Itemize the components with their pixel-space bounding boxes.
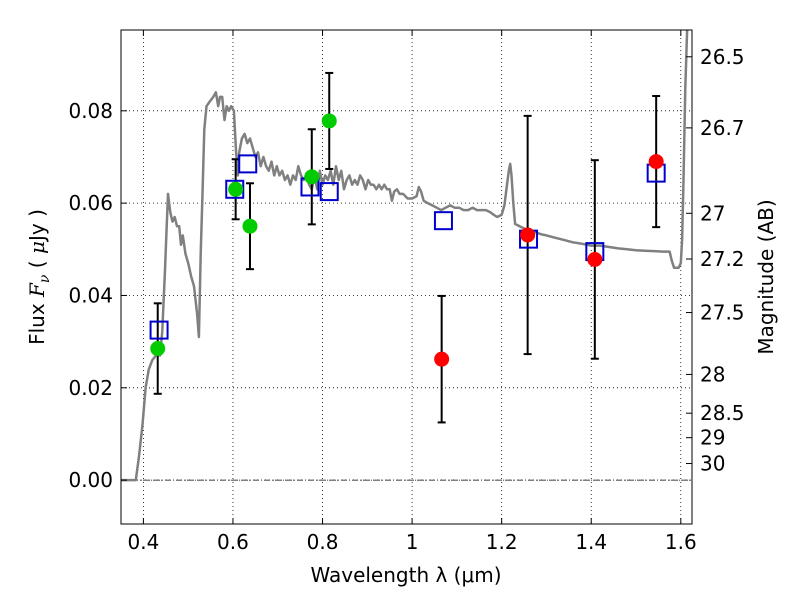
- x-tick-label: 1.2: [486, 530, 518, 554]
- model-square-marker: [319, 182, 339, 202]
- y-tick-label: 0.08: [68, 99, 113, 123]
- right-tick-label: 28: [700, 362, 725, 386]
- y-tick-label: 0.06: [68, 191, 113, 215]
- x-tick-label: 1.4: [575, 530, 607, 554]
- spectrum-line: [121, 30, 689, 482]
- green-data-point: [150, 341, 166, 357]
- right-tick-label: 28.5: [700, 401, 745, 425]
- axis-ticks: 0.4 0.6 0.8 1 1.2 1.4 1.6 0.00 0.02 0.04 0.06 0.08 2…: [68, 30, 745, 554]
- model-square-marker: [149, 320, 169, 340]
- green-data-point: [321, 113, 337, 129]
- x-tick-label: 1: [406, 530, 419, 554]
- model-spectrum: [121, 30, 689, 482]
- y-axis-right-label: Magnitude (AB): [754, 199, 778, 354]
- x-tick-label: 0.6: [217, 530, 249, 554]
- model-square-marker: [433, 211, 453, 231]
- data-markers: [149, 113, 666, 367]
- red-data-point: [434, 351, 450, 367]
- green-data-point: [304, 169, 320, 185]
- right-tick-label: 29: [700, 426, 725, 450]
- red-data-point: [587, 251, 603, 267]
- model-square-marker: [238, 154, 258, 174]
- red-data-point: [520, 227, 536, 243]
- green-data-point: [228, 181, 244, 197]
- y-tick-label: 0.04: [68, 283, 113, 307]
- red-data-point: [648, 154, 664, 170]
- right-tick-label: 30: [700, 452, 725, 476]
- x-tick-label: 0.4: [127, 530, 159, 554]
- y-axis-label: Flux Fν ( μJy ): [25, 209, 53, 345]
- model-square-marker: [225, 179, 245, 199]
- right-tick-label: 26.5: [700, 45, 745, 69]
- x-tick-label: 1.6: [665, 530, 697, 554]
- plot-frame: [120, 29, 693, 525]
- right-tick-label: 26.7: [700, 116, 745, 140]
- right-tick-label: 27.5: [700, 301, 745, 325]
- y-tick-label: 0.00: [68, 468, 113, 492]
- right-tick-label: 27.2: [700, 247, 745, 271]
- green-data-point: [242, 218, 258, 234]
- right-tick-label: 27: [700, 201, 725, 225]
- y-tick-label: 0.02: [68, 376, 113, 400]
- svg-text:Flux Fν ( μJy ): Flux Fν ( μJy ): [25, 209, 53, 345]
- x-axis-label: Wavelength λ (μm): [310, 563, 501, 587]
- x-tick-label: 0.8: [307, 530, 339, 554]
